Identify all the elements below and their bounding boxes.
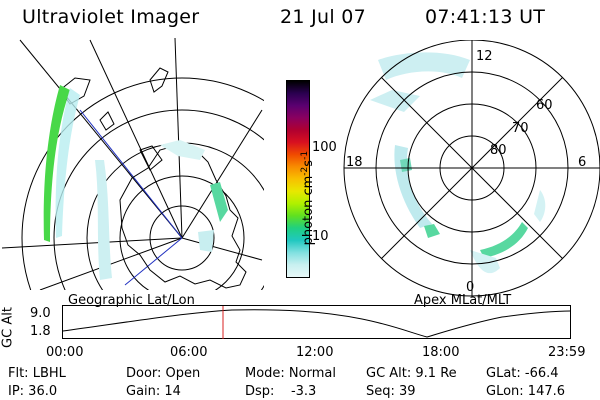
geographic-map [2, 38, 264, 290]
status-ip: IP: 36.0 [8, 384, 58, 399]
altitude-axis-label: GC Alt [0, 307, 16, 348]
geo-track-line [79, 109, 183, 239]
altitude-xtick-3: 18:00 [422, 345, 460, 360]
geo-meridian [181, 109, 263, 239]
status-seq: Seq: 39 [366, 384, 416, 399]
colorbar-tick-100: 100 [312, 140, 337, 155]
app-title: Ultraviolet Imager [22, 6, 200, 28]
status-gain: Gain: 14 [126, 384, 181, 399]
altitude-plot-frame [62, 305, 571, 339]
status-gc-alt: GC Alt: 9.1 Re [366, 366, 457, 381]
apex-aurora-patch [378, 52, 470, 80]
altitude-xtick-4: 23:59 [548, 345, 586, 360]
status-glat: GLat: -66.4 [486, 366, 559, 381]
apex-polar-plot: 12 18 6 0 60 70 80 [343, 40, 600, 297]
geo-lat-circle [53, 109, 264, 290]
geo-coastline [99, 111, 115, 131]
apex-aurora-arc [480, 222, 528, 258]
geo-meridian [39, 237, 183, 290]
apex-mlt-label-12: 12 [476, 49, 493, 64]
apex-aurora-patch [394, 145, 432, 228]
apex-mlat-label-60: 60 [536, 98, 553, 113]
status-glon: GLon: 147.6 [486, 384, 566, 399]
aurora-patch [210, 182, 228, 222]
geo-meridian [89, 39, 183, 239]
aurora-patch [160, 140, 205, 160]
geo-lat-circle [86, 142, 264, 290]
colorbar [286, 80, 310, 278]
geo-lat-circle [21, 77, 264, 290]
geo-panel-label: Geographic Lat/Lon [68, 293, 195, 308]
geo-lat-circle [149, 205, 215, 271]
header-date: 21 Jul 07 [280, 6, 367, 28]
apex-mlat-label-70: 70 [512, 121, 529, 136]
aurora-patch [198, 230, 214, 252]
altitude-xtick-0: 00:00 [46, 345, 84, 360]
geo-coastline [139, 145, 163, 171]
aurora-patch [95, 160, 112, 280]
apex-aurora-patch [534, 190, 546, 222]
apex-panel-label: Apex MLat/MLT [414, 293, 512, 308]
status-mode: Mode: Normal [245, 366, 336, 381]
header-time: 07:41:13 UT [425, 6, 546, 28]
altitude-ytick-high: 9.0 [30, 306, 51, 321]
status-filter: Flt: LBHL [8, 366, 66, 381]
colorbar-tick-10: 10 [312, 229, 329, 244]
altitude-plot [62, 305, 571, 339]
geo-track-line [124, 237, 183, 286]
apex-aurora-patch [470, 250, 500, 274]
status-door: Door: Open [126, 366, 201, 381]
apex-mlt-line [381, 77, 563, 259]
geo-meridian [19, 39, 183, 239]
apex-aurora-patch [400, 158, 412, 172]
aurora-arc-glow [55, 88, 80, 238]
aurora-arc [43, 85, 70, 242]
apex-mlt-label-0: 0 [466, 280, 474, 295]
altitude-xtick-2: 12:00 [296, 345, 334, 360]
geo-lat-circle [119, 175, 245, 290]
altitude-curve [62, 309, 571, 338]
geo-meridian [181, 237, 263, 261]
status-dsp: Dsp: -3.3 [245, 384, 317, 399]
colorbar-unit-label: photon cm-2s-1 [299, 150, 317, 246]
geo-meridian [174, 38, 183, 239]
apex-mlat-label-80: 80 [490, 143, 507, 158]
altitude-ytick-low: 1.8 [30, 324, 51, 339]
altitude-xtick-1: 06:00 [170, 345, 208, 360]
apex-mlt-label-18: 18 [346, 155, 363, 170]
apex-mlt-label-6: 6 [578, 155, 586, 170]
geo-meridian [2, 237, 183, 249]
altitude-axis-label-wrap: GC Alt [0, 307, 16, 348]
apex-aurora-patch [424, 224, 440, 238]
geo-coastline [149, 67, 169, 93]
apex-aurora-patch [370, 90, 420, 112]
